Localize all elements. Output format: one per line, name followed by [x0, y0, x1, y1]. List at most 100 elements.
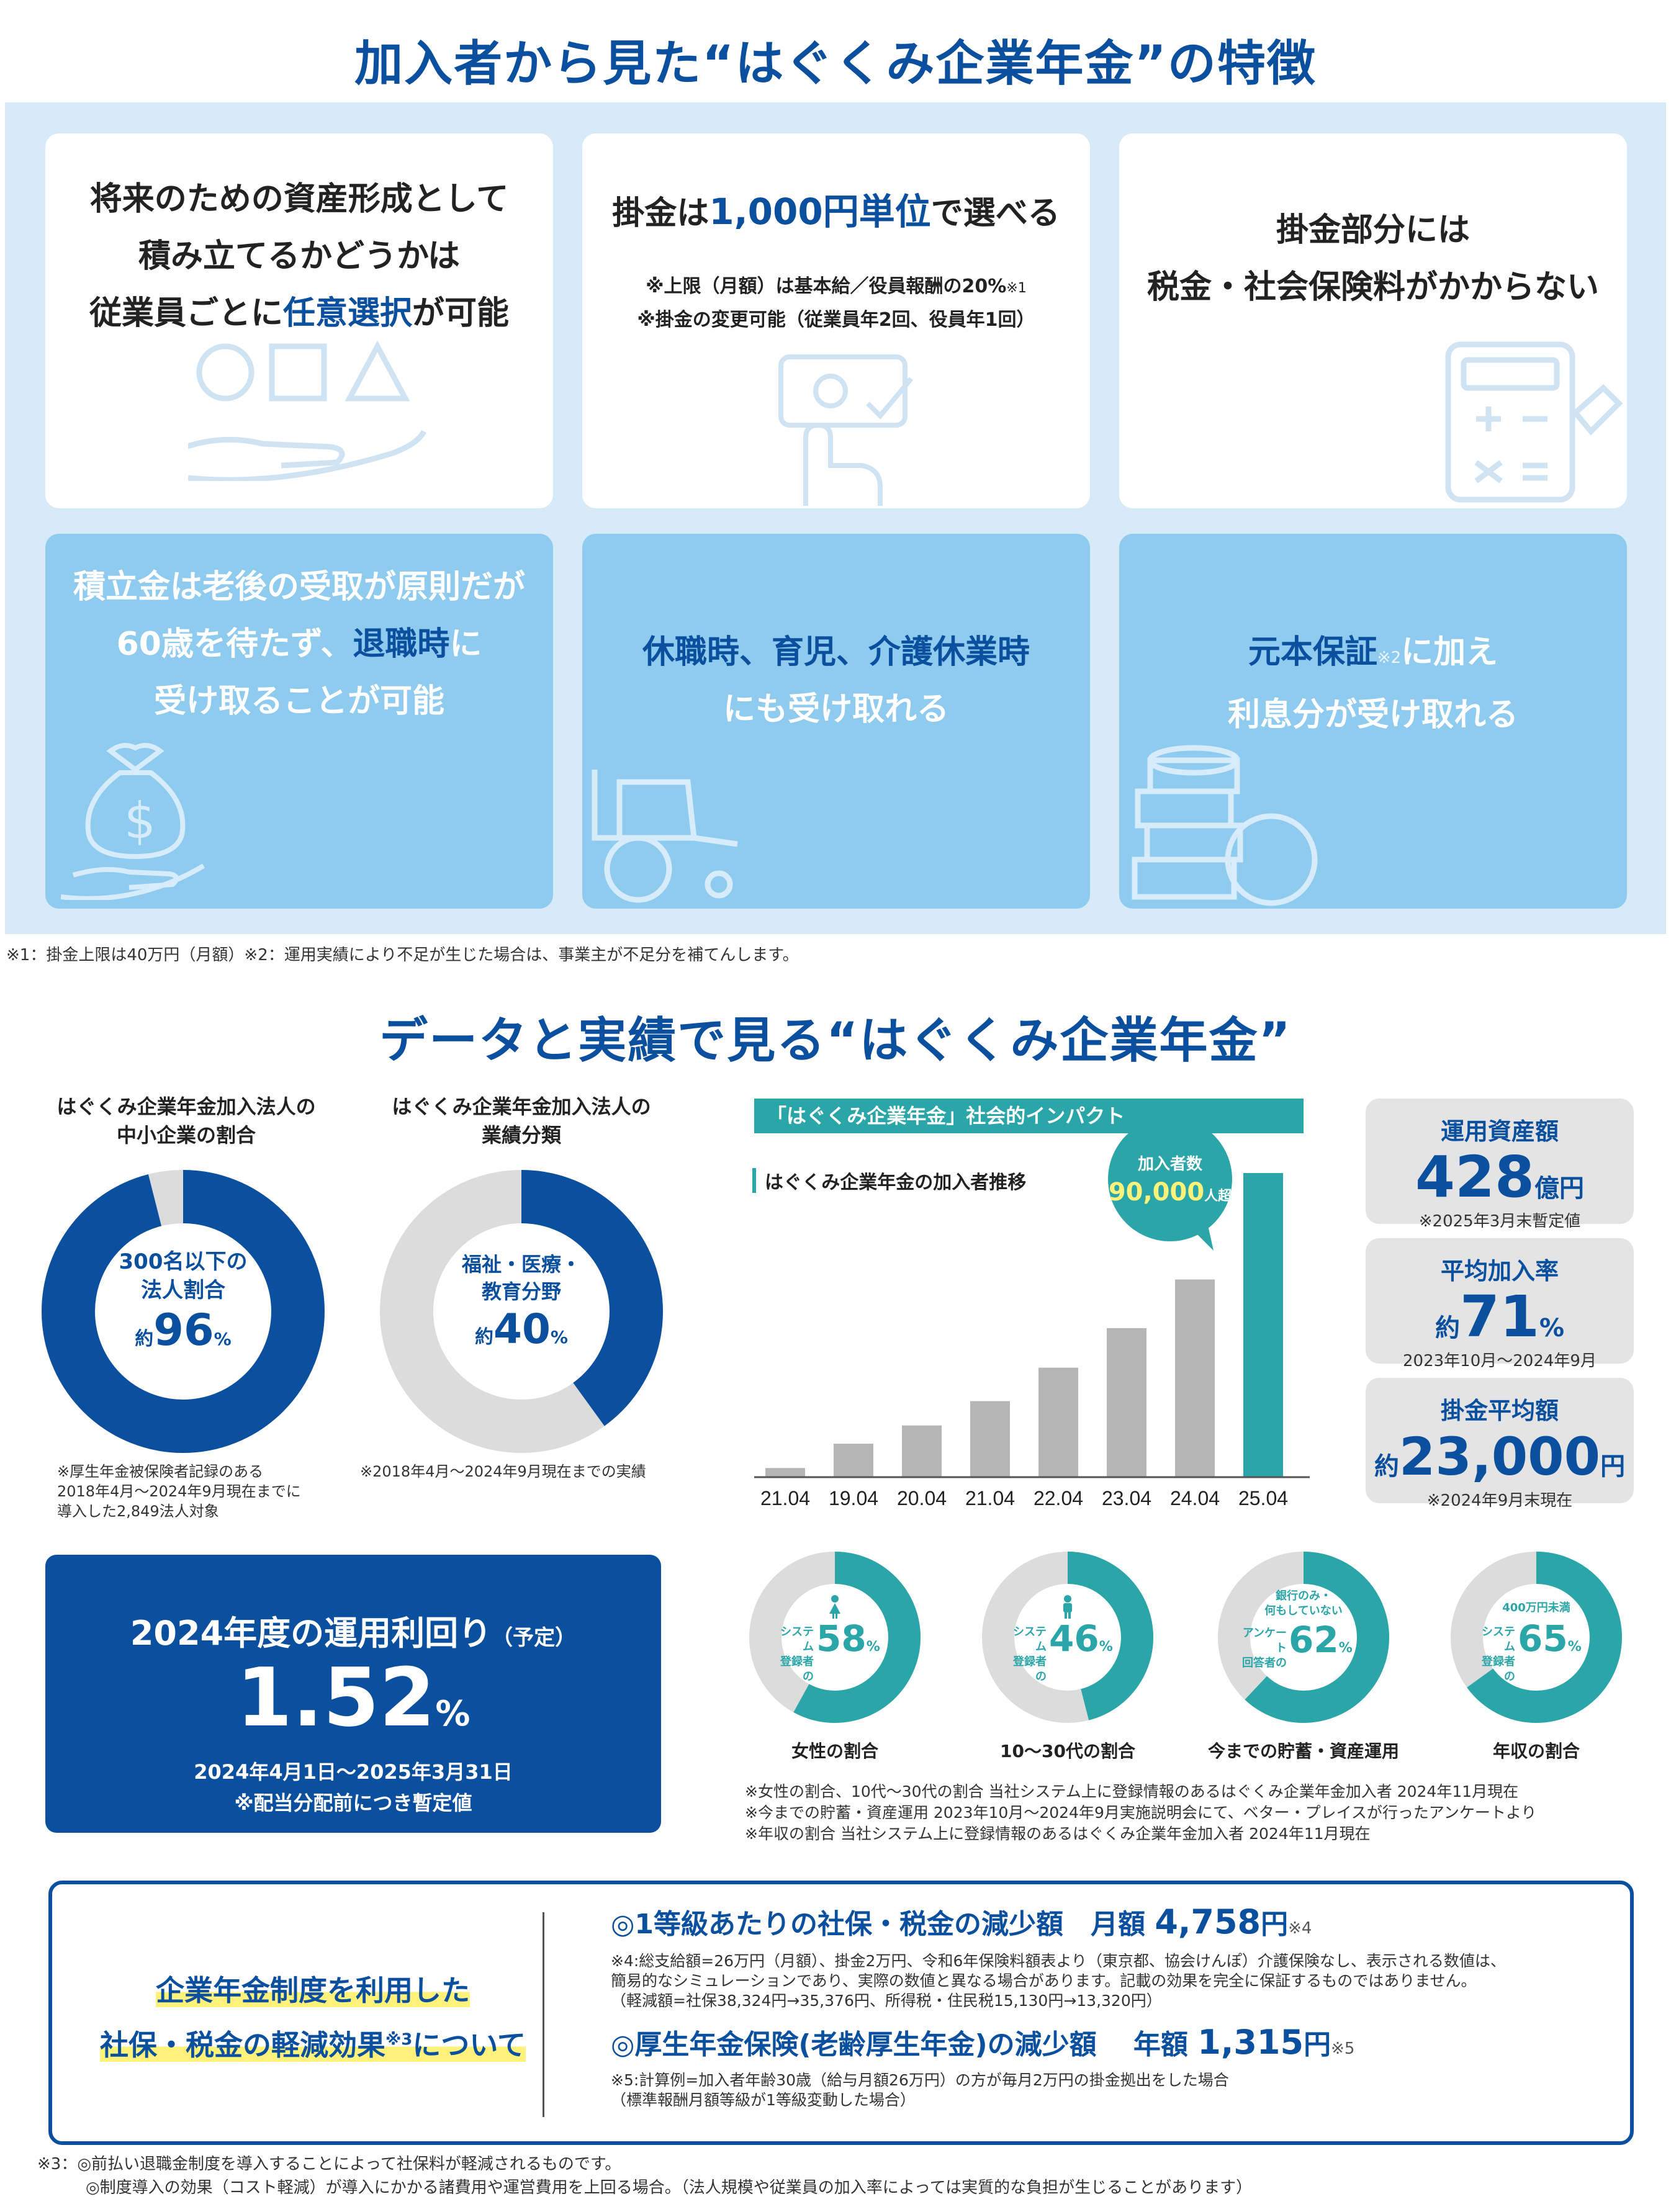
- donut2-center1: 福祉・医療・: [461, 1252, 581, 1276]
- donut1-center2: 法人割合: [141, 1278, 225, 1303]
- chart-subtitle: はぐくみ企業年金の加入者推移: [765, 1172, 1027, 1194]
- card5-line2: にも受け取れる: [723, 691, 949, 728]
- donut1-chart: [42, 1170, 325, 1453]
- stat-enrollment: 平均加入率 約71% 2023年10月〜2024年9月: [1366, 1238, 1634, 1370]
- donut2-arc: [380, 1170, 663, 1453]
- card6-line2: 利息分が受け取れる: [1227, 696, 1518, 734]
- card1-line2: 積み立てるかどうかは: [138, 238, 460, 275]
- money-bag-hand-icon: $: [61, 743, 205, 900]
- card6-tail: に加え: [1401, 634, 1498, 671]
- bar-4: [1038, 1367, 1078, 1477]
- card3-line1: 掛金部分には: [1276, 212, 1470, 249]
- donut2-note: ※2018年4月〜2024年9月現在までの実績: [360, 1463, 646, 1480]
- x-tick-label: 23.04: [1102, 1487, 1151, 1509]
- stat-assets-unit: 億円: [1534, 1174, 1585, 1203]
- tax-title-line2: 社保・税金の軽減効果: [100, 2028, 385, 2062]
- small-donut-notes: ※女性の割合、10代〜30代の割合 当社システム上に登録情報のあるはぐくみ企業年…: [745, 1783, 1537, 1843]
- x-tick-label: 19.04: [829, 1487, 878, 1509]
- svg-text:$: $: [124, 792, 156, 850]
- sd4-label: 年収の割合: [1492, 1741, 1580, 1761]
- sd2-value: 46: [1049, 1617, 1099, 1660]
- card4-line3: 受け取ることが可能: [153, 683, 444, 720]
- tax-u2: 円: [1304, 2029, 1331, 2061]
- bar-6: [1175, 1279, 1215, 1477]
- tax-divider: [543, 1912, 544, 2117]
- yield-period: 2024年4月1日〜2025年3月31日: [194, 1760, 513, 1784]
- sd3-unit: %: [1338, 1640, 1353, 1656]
- donut1-prefix: 約: [135, 1328, 154, 1350]
- tax-effect-box: 企業年金制度を利用した 社保・税金の軽減効果※3について ◎1等級あたりの社保・…: [48, 1881, 1634, 2145]
- footnote-3: ※3：◎前払い退職金制度を導入することによって社保料が軽減されるものです。 ◎制…: [37, 2155, 1253, 2197]
- card1-line3: 従業員ごとに: [89, 295, 283, 332]
- x-tick-label: 21.04: [965, 1487, 1015, 1509]
- stat-enrollment-caption: 2023年10月〜2024年9月: [1403, 1352, 1597, 1370]
- yield-title-small: （予定）: [492, 1625, 577, 1650]
- sd1-unit: %: [866, 1639, 880, 1655]
- sd2-line1: システム: [1013, 1625, 1047, 1653]
- card4-line2b: に: [449, 626, 482, 663]
- card1-tail: が可能: [412, 295, 510, 332]
- subscriber-bubble: 加入者数 90,000人超: [1105, 1117, 1241, 1254]
- tax-v2: 1,315: [1197, 2023, 1304, 2062]
- bubble-value: 90,000: [1108, 1178, 1205, 1207]
- tax-title-mark: ※3: [385, 2031, 413, 2049]
- section1-footnote: ※1：掛金上限は40万円（月額）※2：運用実績により不足が生じた場合は、事業主が…: [6, 946, 799, 964]
- feature-card-principal: 元本保証※2に加え 利息分が受け取れる: [1119, 534, 1627, 909]
- sd4-unit: %: [1567, 1639, 1582, 1655]
- x-tick-label: 22.04: [1034, 1487, 1083, 1509]
- stat-enrollment-prefix: 約: [1435, 1314, 1460, 1342]
- section1-title: 加入者から見た“はぐくみ企業年金”の特徴: [354, 36, 1317, 92]
- tax-h2: ◎厚生年金保険(老齢厚生年金)の減少額 年額: [611, 2029, 1198, 2061]
- card2-highlight: 1,000円単位: [709, 191, 931, 233]
- card6-highlight: 元本保証: [1248, 634, 1377, 671]
- x-tick-label: 21.04: [760, 1487, 810, 1509]
- sd4-top: 400万円未満: [1502, 1601, 1570, 1614]
- feature-card-unit: 掛金は1,000円単位で選べる ※上限（月額）は基本給／役員報酬の20%※1 ※…: [582, 133, 1090, 508]
- card2-pre: 掛金は: [612, 195, 709, 232]
- card2-note1-mark: ※1: [1006, 281, 1027, 296]
- tax-title-line1: 企業年金制度を利用した: [156, 1974, 470, 2007]
- x-tick-label: 24.04: [1170, 1487, 1220, 1509]
- stat-assets: 運用資産額 428億円 ※2025年3月末暫定値: [1366, 1099, 1634, 1231]
- bar-7: [1243, 1173, 1283, 1477]
- calculator-icon: [1445, 341, 1623, 503]
- tax-u1: 円: [1261, 1909, 1289, 1940]
- bar-3: [970, 1401, 1010, 1477]
- yield-note: ※配当分配前につき暫定値: [234, 1791, 472, 1815]
- donut1-note: ※厚生年金被保険者記録のある 2018年4月〜2024年9月現在までに 導入した…: [57, 1463, 301, 1520]
- donut1-value: 96: [153, 1305, 214, 1356]
- stat-assets-label: 運用資産額: [1440, 1118, 1559, 1145]
- stat-enrollment-unit: %: [1539, 1314, 1565, 1342]
- tax-h1: ◎1等級あたりの社保・税金の減少額 月額: [611, 1909, 1155, 1940]
- yield-title: 2024年度の運用利回り: [130, 1614, 492, 1653]
- bubble-label: 加入者数: [1137, 1155, 1202, 1174]
- tax-title-line3: について: [412, 2028, 526, 2062]
- sd3-label: 今までの貯蓄・資産運用: [1207, 1741, 1399, 1761]
- coins-icon: [1132, 745, 1318, 906]
- sd1-line2: 登録者の: [780, 1655, 814, 1683]
- bar-2: [902, 1425, 942, 1477]
- sd1-value: 58: [816, 1617, 867, 1660]
- stat-contribution-unit: 円: [1600, 1452, 1626, 1481]
- stat-contribution-value: 23,000: [1399, 1426, 1601, 1487]
- stat-enrollment-label: 平均加入率: [1440, 1257, 1559, 1285]
- sd4-line1: システム: [1482, 1625, 1515, 1653]
- yield-unit: %: [435, 1694, 471, 1734]
- bar-1: [834, 1444, 873, 1477]
- stat-contribution-label: 掛金平均額: [1440, 1397, 1559, 1424]
- cash-tap-icon: [778, 354, 914, 506]
- section2-title: データと実績で見る“はぐくみ企業年金”: [379, 1013, 1292, 1069]
- x-tick-label: 20.04: [897, 1487, 947, 1509]
- stat-contribution-caption: ※2024年9月末現在: [1426, 1491, 1573, 1510]
- small-donut-arc: [982, 1552, 1153, 1723]
- card2-note1: ※上限（月額）は基本給／役員報酬の20%: [646, 276, 1007, 297]
- sd4-line2: 登録者の: [1482, 1655, 1515, 1683]
- feature-card-choice: 将来のための資産形成として 積み立てるかどうかは 従業員ごとに任意選択が可能: [45, 133, 553, 508]
- tax-m2: ※5: [1331, 2039, 1355, 2058]
- donut1-title: はぐくみ企業年金加入法人の 中小企業の割合: [56, 1095, 316, 1147]
- small-donut-age: システム 登録者の 46% 10〜30代の割合: [975, 1544, 1161, 1768]
- yield-box: 2024年度の運用利回り（予定） 1.52% 2024年4月1日〜2025年3月…: [45, 1555, 661, 1833]
- x-tick-label: 25.04: [1238, 1487, 1288, 1509]
- bubble-unit: 人超: [1204, 1189, 1232, 1204]
- yield-value: 1.52: [236, 1650, 436, 1745]
